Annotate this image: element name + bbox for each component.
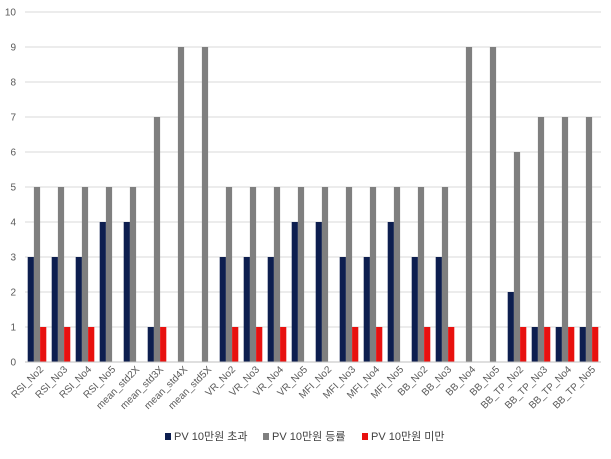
bar <box>57 187 65 362</box>
bar <box>321 187 329 362</box>
bar <box>153 117 161 362</box>
bar <box>99 222 106 362</box>
y-tick-label: 6 <box>10 148 16 159</box>
legend-label: PV 10만원 등률 <box>272 430 346 443</box>
y-tick-label: 2 <box>10 288 16 299</box>
bar <box>243 257 250 362</box>
bar <box>225 187 233 362</box>
bar <box>160 327 167 362</box>
bar <box>520 327 527 362</box>
bar <box>147 327 154 362</box>
bar <box>267 257 274 362</box>
legend-label: PV 10만원 초과 <box>174 430 248 443</box>
bar <box>424 327 431 362</box>
bar <box>219 257 226 362</box>
y-tick-label: 1 <box>10 323 16 334</box>
bar <box>435 257 442 362</box>
bar <box>88 327 95 362</box>
y-tick-label: 8 <box>10 78 16 89</box>
x-axis-labels: RSI_No2RSI_No3RSI_No4RSI_No5mean_std2Xme… <box>10 364 599 412</box>
y-tick-label: 9 <box>10 43 16 54</box>
bar <box>561 117 569 362</box>
bar <box>441 187 449 362</box>
bar <box>33 187 41 362</box>
bar <box>40 327 47 362</box>
bar <box>531 327 538 362</box>
bars <box>27 47 599 362</box>
legend-swatch <box>362 433 368 440</box>
bar <box>345 187 353 362</box>
bar <box>315 222 322 362</box>
bar <box>249 187 257 362</box>
bar <box>513 152 521 362</box>
y-tick-label: 7 <box>10 113 16 124</box>
bar <box>555 327 562 362</box>
bar <box>339 257 346 362</box>
legend: PV 10만원 초과 PV 10만원 등률 PV 10만원 미만 <box>165 430 445 443</box>
bar <box>507 292 514 362</box>
bar <box>123 222 130 362</box>
bar <box>27 257 34 362</box>
legend-swatch <box>165 433 171 440</box>
bar <box>64 327 71 362</box>
bar <box>489 47 497 362</box>
bar <box>177 47 185 362</box>
bar <box>579 327 586 362</box>
bar <box>387 222 394 362</box>
bar <box>544 327 551 362</box>
bar <box>393 187 401 362</box>
bar <box>568 327 575 362</box>
bar <box>448 327 455 362</box>
y-tick-label: 10 <box>5 8 17 19</box>
bar <box>256 327 263 362</box>
bar <box>592 327 599 362</box>
bar <box>51 257 58 362</box>
bar <box>376 327 383 362</box>
bar <box>411 257 418 362</box>
bar <box>232 327 239 362</box>
y-tick-label: 0 <box>10 358 16 369</box>
bar <box>352 327 359 362</box>
y-tick-label: 4 <box>10 218 16 229</box>
bar <box>273 187 281 362</box>
y-tick-label: 5 <box>10 183 16 194</box>
legend-swatch <box>263 433 269 440</box>
gridlines <box>25 11 601 328</box>
bar <box>291 222 298 362</box>
bar <box>363 257 370 362</box>
bar <box>105 187 113 362</box>
legend-label: PV 10만원 미만 <box>371 430 445 443</box>
bar <box>417 187 425 362</box>
bar <box>585 117 593 362</box>
bar <box>297 187 305 362</box>
y-tick-label: 3 <box>10 253 16 264</box>
bar <box>369 187 377 362</box>
bar <box>280 327 287 362</box>
bar <box>465 47 473 362</box>
bar <box>201 47 209 362</box>
bar <box>81 187 89 362</box>
bar <box>129 187 137 362</box>
y-axis-ticks: 0 1 2 3 4 5 6 7 8 9 10 <box>5 8 17 369</box>
bar <box>537 117 545 362</box>
bar <box>75 257 82 362</box>
